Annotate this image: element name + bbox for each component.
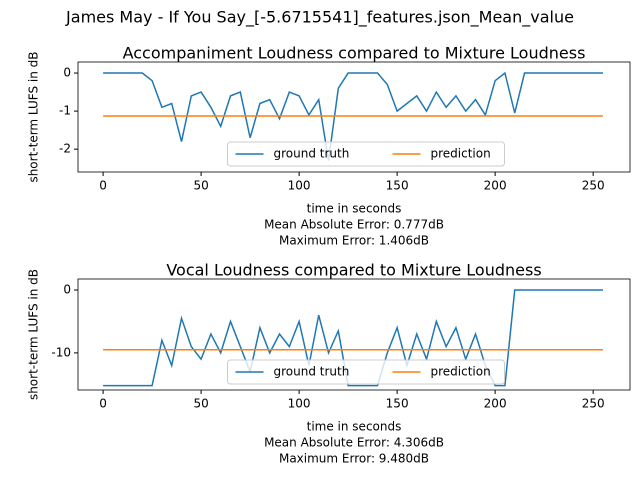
axes-title: Vocal Loudness compared to Mixture Loudn… [166, 261, 541, 280]
series-line [103, 289, 603, 387]
annotation: Mean Absolute Error: 4.306dB [264, 436, 444, 450]
x-tick-label: 250 [582, 397, 605, 411]
y-axis-label: short-term LUFS in dB [27, 269, 41, 400]
series-line [103, 71, 603, 161]
x-tick-label: 200 [484, 397, 507, 411]
y-tick-label: -2 [59, 142, 71, 156]
y-tick-label: -1 [59, 104, 71, 118]
annotation: Mean Absolute Error: 0.777dB [264, 218, 444, 232]
x-tick-label: 200 [484, 179, 507, 193]
annotation: Maximum Error: 1.406dB [279, 234, 429, 248]
y-tick-label: -10 [51, 345, 71, 359]
x-tick-label: 100 [288, 179, 311, 193]
y-tick-label: 0 [63, 283, 71, 297]
x-tick-label: 50 [193, 397, 208, 411]
legend-label: ground truth [274, 147, 350, 161]
axes-frame [77, 278, 631, 391]
y-tick-label: 0 [63, 66, 71, 80]
y-axis-label: short-term LUFS in dB [27, 51, 41, 182]
axes-frame [77, 61, 631, 173]
legend-box [227, 359, 505, 385]
x-tick-label: 150 [386, 179, 409, 193]
x-axis-label: time in seconds [307, 202, 402, 216]
x-tick-label: 0 [99, 397, 107, 411]
x-tick-label: 100 [288, 397, 311, 411]
x-tick-label: 0 [99, 179, 107, 193]
x-tick-label: 150 [386, 397, 409, 411]
x-tick-label: 250 [582, 179, 605, 193]
legend-label: prediction [431, 365, 491, 379]
axes-title: Accompaniment Loudness compared to Mixtu… [123, 44, 586, 63]
legend-box [227, 141, 505, 167]
legend-label: ground truth [274, 365, 350, 379]
x-tick-label: 50 [193, 179, 208, 193]
figure-title: James May - If You Say_[-5.6715541]_feat… [65, 8, 574, 28]
legend-label: prediction [431, 147, 491, 161]
annotation: Maximum Error: 9.480dB [279, 452, 429, 466]
x-axis-label: time in seconds [307, 420, 402, 434]
